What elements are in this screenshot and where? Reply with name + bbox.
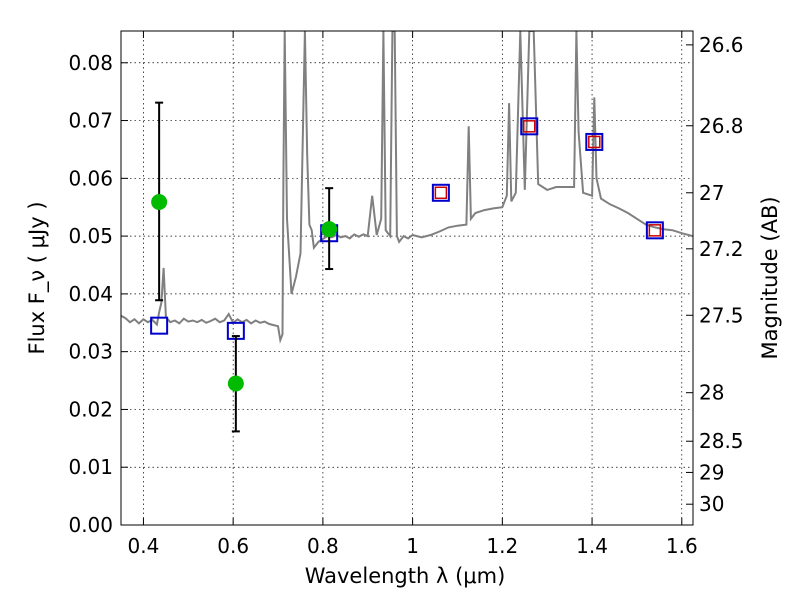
model-photometry-point: [645, 221, 664, 240]
y2-tick-label: 27: [699, 181, 724, 205]
y-tick-label: 0.04: [68, 282, 113, 306]
x-tick-label: 1.6: [666, 534, 698, 558]
y2-tick-label: 27.2: [699, 237, 744, 261]
plot-area: [121, 31, 693, 344]
observed-photometry-point: [523, 120, 536, 133]
y-tick-label: 0.05: [68, 224, 113, 248]
y2-tick-label: 30: [699, 492, 724, 516]
y2-tick-label: 28.5: [699, 429, 744, 453]
y-tick-label: 0.06: [68, 166, 113, 190]
y2-tick-label: 27.5: [699, 303, 744, 327]
observed-photometry-point: [588, 135, 601, 149]
observed-photometry-point: [648, 224, 662, 237]
x-tick-label: 0.8: [307, 534, 339, 558]
y-tick-label: 0.00: [68, 513, 113, 537]
y-tick-label: 0.08: [68, 51, 113, 75]
spectrum-line: [121, 31, 693, 344]
y-axis: 0.00 0.01 0.02 0.03 0.04 0.05 0.06 0.07 0.08: [68, 51, 128, 537]
y-axis-label: Flux F_ν ( μJy ): [25, 201, 50, 354]
model-photometry-point: [520, 117, 539, 136]
marks: [150, 101, 664, 433]
y-tick-label: 0.07: [68, 109, 113, 133]
model-photometry-point: [431, 183, 450, 202]
model-photometry-point: [150, 316, 169, 335]
y-tick-label: 0.01: [68, 455, 113, 479]
y2-tick-label: 28: [699, 381, 724, 405]
plot-frame: [120, 30, 694, 526]
plot-background: [121, 31, 693, 525]
x-tick-label: 0.4: [128, 534, 160, 558]
observed-flux-point: [321, 221, 338, 238]
y-tick-label: 0.03: [68, 340, 113, 364]
y2-axis: 26.6 26.8 27 27.2 27.5 28 28.5 29 30: [686, 33, 744, 516]
y2-tick-label: 29: [699, 460, 724, 484]
x-tick-label: 1: [406, 534, 419, 558]
x-tick-label: 1.2: [486, 534, 518, 558]
observed-photometry-point: [434, 186, 448, 200]
y-tick-label: 0.02: [68, 397, 113, 421]
y2-axis-label: Magnitude (AB): [758, 196, 782, 359]
x-axis-label: Wavelength λ (μm): [305, 564, 506, 588]
observed-flux-point: [151, 194, 168, 211]
y2-tick-label: 26.6: [699, 33, 744, 57]
x-tick-label: 1.4: [576, 534, 608, 558]
x-tick-label: 0.6: [217, 534, 249, 558]
model-photometry-point: [585, 132, 604, 151]
observed-flux-point: [227, 375, 244, 392]
y2-tick-label: 26.8: [699, 114, 744, 138]
x-axis: 0.4 0.6 0.8 1 1.2 1.4 1.6: [128, 31, 698, 558]
